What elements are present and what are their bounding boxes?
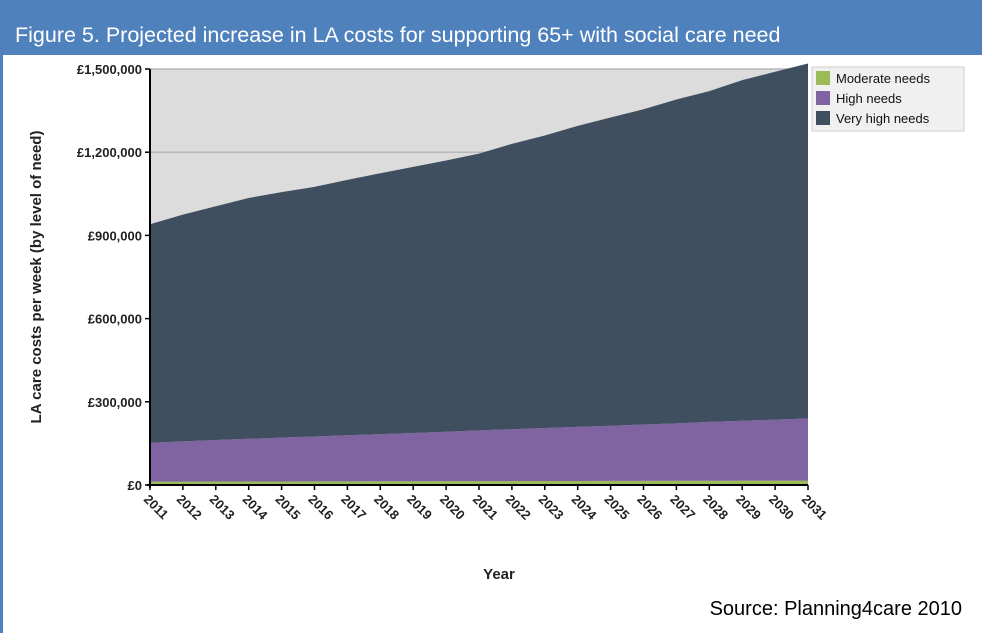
y-tick-label: £900,000 — [88, 228, 142, 243]
axes — [147, 69, 808, 488]
y-tick-label: £1,500,000 — [77, 62, 142, 77]
title-bar: Figure 5. Projected increase in LA costs… — [0, 0, 982, 55]
x-tick-label: 2017 — [338, 492, 369, 523]
legend-swatch — [816, 71, 830, 85]
x-tick-label: 2018 — [371, 492, 402, 523]
x-tick-label: 2028 — [700, 492, 731, 523]
source-note: Source: Planning4care 2010 — [709, 598, 962, 620]
legend-label: High needs — [836, 91, 902, 106]
x-tick-label: 2025 — [601, 492, 632, 523]
x-tick-label: 2021 — [470, 492, 501, 523]
y-tick-label: £1,200,000 — [77, 145, 142, 160]
x-tick-label: 2015 — [272, 492, 303, 523]
moderate-needs-area — [150, 480, 808, 485]
legend-box — [811, 66, 965, 132]
x-tick-label: 2027 — [667, 492, 698, 523]
legend-label: Moderate needs — [836, 71, 930, 86]
legend-label: Very high needs — [836, 111, 930, 126]
x-axis-label: Year — [483, 566, 515, 583]
x-tick-label: 2020 — [437, 492, 468, 523]
x-tick-label: 2030 — [766, 492, 797, 523]
x-tick-label: 2026 — [634, 492, 665, 523]
x-tick-label: 2024 — [569, 492, 601, 524]
x-tick-labels: 2011 2012 2013 2014 2015 2016 2017 2018 2019 2020… — [141, 485, 830, 523]
y-tick-label: £0 — [128, 478, 142, 493]
legend: Moderate needs High needs Very high needs — [811, 66, 965, 132]
series-areas — [150, 63, 808, 485]
x-tick-label: 2016 — [305, 492, 336, 523]
y-axis-label: LA care costs per week (by level of need… — [28, 131, 45, 424]
very-high-needs-area — [150, 63, 808, 443]
y-tick-labels: £0 £300,000 £600,000 £900,000 £1,200,000 £1,5… — [77, 62, 150, 493]
legend-swatch — [816, 111, 830, 125]
y-tick-label: £600,000 — [88, 312, 142, 327]
x-tick-label: 2011 — [141, 492, 172, 523]
x-tick-label: 2023 — [536, 492, 567, 523]
figure-title: Figure 5. Projected increase in LA costs… — [15, 23, 781, 47]
x-tick-label: 2022 — [503, 492, 534, 523]
x-tick-label: 2012 — [174, 492, 205, 523]
x-tick-label: 2019 — [404, 492, 435, 523]
high-needs-area — [150, 418, 808, 482]
x-tick-label: 2029 — [733, 492, 764, 523]
x-tick-label: 2031 — [799, 492, 830, 523]
x-tick-label: 2013 — [207, 492, 238, 523]
y-tick-label: £300,000 — [88, 395, 142, 410]
x-tick-label: 2014 — [240, 492, 272, 524]
legend-swatch — [816, 91, 830, 105]
